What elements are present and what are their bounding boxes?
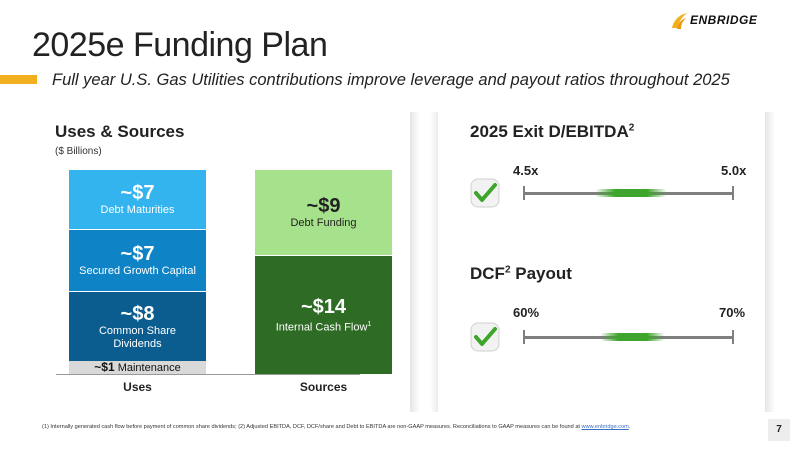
accent-bar [0, 75, 37, 84]
maintenance-label: Maintenance [117, 362, 181, 374]
uses-axis-label: Uses [123, 380, 152, 394]
checkmark-icon [470, 178, 500, 208]
footnote-ref: 1 [367, 320, 372, 328]
footnote-ref: 2 [628, 122, 635, 134]
range-cap-right [732, 186, 734, 200]
units-label: ($ Billions) [55, 146, 102, 157]
uses-segment-maintenance: ~$1 Maintenance [69, 361, 206, 374]
panel-divider-left [410, 112, 420, 412]
segment-label: Debt Funding [290, 217, 357, 229]
logo-text: ENBRIDGE [690, 13, 758, 27]
payout-title-suffix: Payout [510, 264, 572, 283]
segment-label-wrap: Internal Cash Flow1 [276, 318, 372, 335]
enbridge-logo: ENBRIDGE [668, 10, 780, 32]
page-subtitle: Full year U.S. Gas Utilities contributio… [52, 71, 730, 89]
page-title: 2025e Funding Plan [32, 26, 328, 64]
segment-value: ~$8 [120, 302, 155, 325]
payout-title: DCF2 Payout [470, 264, 572, 284]
uses-segment-debt-maturities: ~$7 Debt Maturities [69, 170, 206, 229]
ebitda-range-fill [595, 189, 667, 197]
segment-value: ~$7 [120, 182, 155, 204]
footnote-end: . [628, 424, 631, 430]
segment-value: ~$7 [120, 243, 155, 265]
range-cap-right [732, 330, 734, 344]
ebitda-high-label: 5.0x [721, 163, 747, 178]
payout-high-label: 70% [719, 305, 746, 320]
footnote-link[interactable]: www.enbridge.com [581, 424, 629, 430]
uses-sources-title: Uses & Sources [55, 122, 185, 141]
panel-divider-mid [430, 112, 438, 412]
ebitda-title: 2025 Exit D/EBITDA2 [470, 122, 634, 142]
uses-segment-dividends: ~$8 Common Share Dividends [69, 292, 206, 361]
payout-title-prefix: DCF [470, 264, 505, 283]
sources-segment-debt-funding: ~$9 Debt Funding [255, 170, 392, 255]
segment-label: Common Share Dividends [98, 324, 177, 350]
ebitda-title-text: 2025 Exit D/EBITDA [470, 122, 629, 141]
checkmark-icon [470, 322, 500, 352]
footnote-ref: 2 [504, 264, 511, 276]
segment-value: ~$14 [300, 295, 347, 318]
segment-value: ~$9 [306, 195, 341, 217]
panel-divider-right [765, 112, 775, 412]
segment-label: Internal Cash Flow [275, 321, 368, 334]
page-number: 7 [768, 419, 790, 441]
sources-segment-internal-cash-flow: ~$14 Internal Cash Flow1 [255, 256, 392, 374]
maintenance-value: ~$1 [94, 360, 115, 374]
segment-label: Debt Maturities [100, 204, 175, 216]
payout-range-fill [600, 333, 665, 341]
enbridge-flame-icon [672, 13, 687, 29]
sources-axis-label: Sources [299, 380, 348, 394]
chart-baseline [56, 374, 360, 375]
segment-label: Secured Growth Capital [79, 265, 196, 277]
uses-segment-secured-growth: ~$7 Secured Growth Capital [69, 230, 206, 291]
footnote: (1) Internally generated cash flow befor… [42, 424, 630, 430]
footnote-text: (1) Internally generated cash flow befor… [42, 424, 582, 430]
payout-low-label: 60% [513, 305, 540, 320]
ebitda-low-label: 4.5x [513, 163, 539, 178]
